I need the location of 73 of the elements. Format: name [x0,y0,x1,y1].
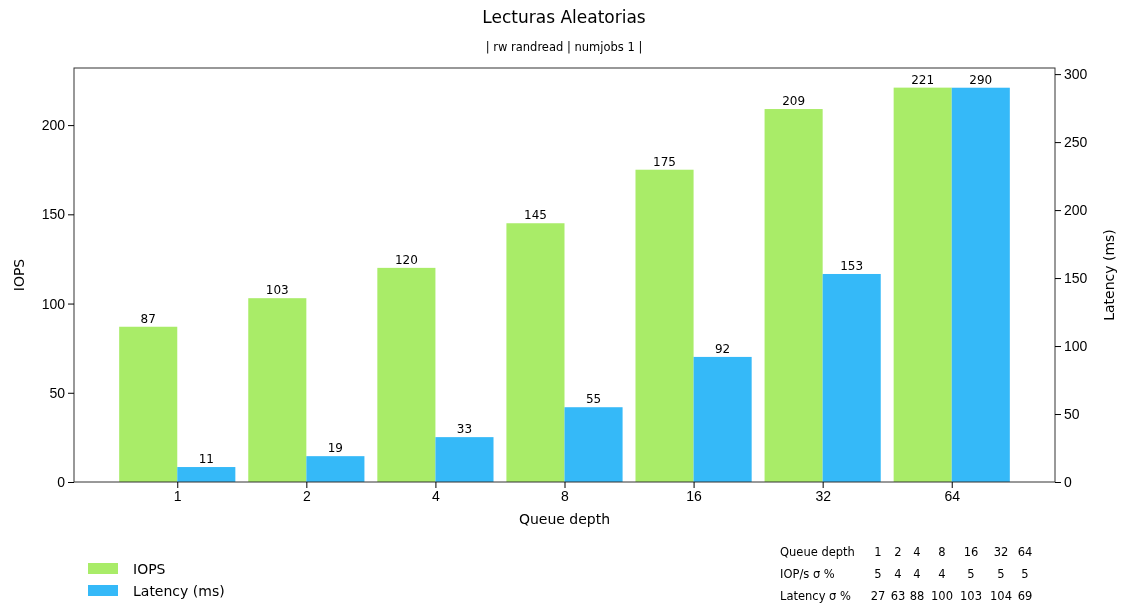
text: 100 [931,589,953,603]
text: 27 [870,589,886,603]
text: 5 [874,567,882,581]
x-tick-label: 8 [561,487,570,504]
x-axis-title: Queue depth [518,511,611,527]
data-label: 87 [140,311,156,326]
data-label: 33 [456,422,473,437]
x-tick-label: 4 [432,487,441,504]
y-tick-label: 0 [57,473,66,490]
y-tick-label: 50 [49,384,66,401]
bar [564,407,623,482]
text: IOP/s σ % [780,567,835,581]
x-tick-label: 32 [815,487,832,504]
y2-tick-label: 100 [1064,338,1088,355]
data-label: 175 [653,154,676,169]
bar [635,169,694,482]
text: 63 [890,589,906,603]
bar [119,326,178,482]
text: Queue depth [780,545,855,559]
y-tick-label: 100 [41,295,66,312]
text: 16 [963,545,979,559]
text: 5 [1021,567,1029,581]
text: 5 [967,567,975,581]
data-label: 19 [327,441,344,456]
y2-tick-label: 200 [1064,202,1088,219]
bar [435,437,494,482]
text: 4 [938,567,946,581]
text: 4 [913,567,921,581]
data-label: 92 [714,341,731,356]
y2-tick-label: 0 [1064,473,1072,490]
y-axis-title: IOPS [11,258,27,292]
data-label: 209 [782,94,806,109]
data-label: 11 [198,452,214,467]
y2-axis-title: Latency (ms) [1101,229,1117,321]
text: Latency σ % [780,589,852,603]
y2-tick-label: 50 [1064,406,1080,422]
y2-tick-label: 150 [1064,270,1088,287]
data-label: 145 [524,208,547,223]
text: 32 [993,545,1009,559]
bar [177,467,236,482]
text: 5 [997,567,1005,581]
bar [506,223,565,482]
text: 104 [990,589,1012,603]
text: 103 [960,589,982,603]
data-label: 290 [969,72,993,87]
data-label: 103 [265,283,289,298]
bar [306,456,365,482]
chart-title: Lecturas Aleatorias [482,7,646,27]
x-tick-label: 64 [944,487,961,504]
x-tick-label: 2 [302,487,311,504]
data-label: 221 [911,72,935,87]
text: 2 [894,545,902,559]
x-tick-label: 1 [173,487,182,504]
y-tick-label: 200 [41,117,66,134]
text: 1 [874,545,882,559]
bar [248,298,307,482]
text: 4 [913,545,921,559]
legend-label: Latency (ms) [133,583,225,599]
y-tick-label: 150 [41,206,66,223]
text: 69 [1017,589,1033,603]
text: 4 [894,567,902,581]
legend-label: IOPS [133,561,166,577]
text: 8 [938,545,946,559]
x-tick-label: 16 [686,487,703,504]
y2-tick-label: 250 [1064,134,1088,151]
bar [377,267,436,482]
y2-tick-label: 300 [1064,66,1088,83]
text: 88 [909,589,925,603]
chart-subtitle: | rw randread | numjobs 1 | [485,40,643,54]
data-label: 55 [585,392,602,407]
data-label: 120 [394,252,418,267]
text: 64 [1017,545,1033,559]
data-label: 153 [840,258,864,273]
